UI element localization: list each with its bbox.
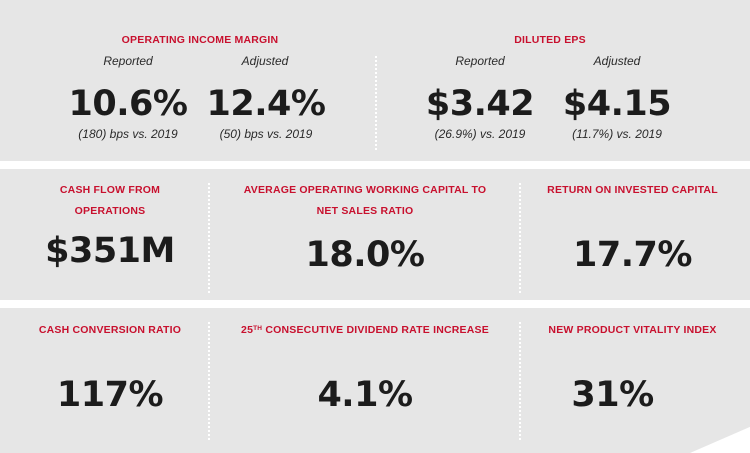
cash-flow-title-line2: OPERATIONS [74,205,146,217]
column-divider [208,322,210,440]
working-capital-title-line1: AVERAGE OPERATING WORKING CAPITAL TO [243,184,487,196]
working-capital-value: 18.0% [305,235,425,275]
cash-flow-value: $351M [45,231,175,271]
working-capital-title: AVERAGE OPERATING WORKING CAPITAL TO NET… [220,180,510,222]
roic-value: 17.7% [573,235,692,275]
eps-reported-label: Reported [455,54,505,68]
oim-adjusted-note: (50) bps vs. 2019 [219,127,313,141]
eps-adjusted-value: $4.15 [562,84,672,124]
oim-reported-value: 10.6% [68,84,188,124]
middle-metrics-panel: CASH FLOW FROM OPERATIONS $351M AVERAGE … [0,169,750,300]
working-capital-title-line2: NET SALES RATIO [316,205,414,217]
oim-adjusted-label: Adjusted [241,54,289,68]
top-metrics-panel: OPERATING INCOME MARGIN Reported Adjuste… [0,0,750,161]
diluted-eps-title: DILUTED EPS [514,34,586,46]
dividend-title: 25TH CONSECUTIVE DIVIDEND RATE INCREASE [220,320,510,341]
operating-income-margin-title: OPERATING INCOME MARGIN [121,34,279,46]
cash-conversion-title: CASH CONVERSION RATIO [38,324,182,336]
vitality-value: 31% [571,375,654,415]
vitality-title: NEW PRODUCT VITALITY INDEX [548,324,717,336]
oim-reported-note: (180) bps vs. 2019 [78,127,178,141]
column-divider [375,56,377,150]
eps-reported-note: (26.9%) vs. 2019 [434,127,526,141]
dividend-title-sup: TH [253,325,263,332]
oim-adjusted-value: 12.4% [206,84,326,124]
cash-flow-title-line1: CASH FLOW FROM [59,184,161,196]
column-divider [519,183,521,293]
dividend-value: 4.1% [317,375,413,415]
bottom-metrics-panel: CASH CONVERSION RATIO 117% 25TH CONSECUT… [0,308,750,453]
oim-reported-label: Reported [103,54,153,68]
eps-adjusted-note: (11.7%) vs. 2019 [572,127,662,141]
dividend-title-rest: CONSECUTIVE DIVIDEND RATE INCREASE [262,324,489,336]
eps-reported-value: $3.42 [425,84,535,124]
column-divider [208,183,210,293]
cash-conversion-value: 117% [56,375,164,415]
roic-title: RETURN ON INVESTED CAPITAL [547,184,718,196]
eps-adjusted-label: Adjusted [593,54,641,68]
cash-flow-title: CASH FLOW FROM OPERATIONS [20,180,200,222]
column-divider [519,322,521,440]
dividend-title-number: 25 [241,324,254,336]
